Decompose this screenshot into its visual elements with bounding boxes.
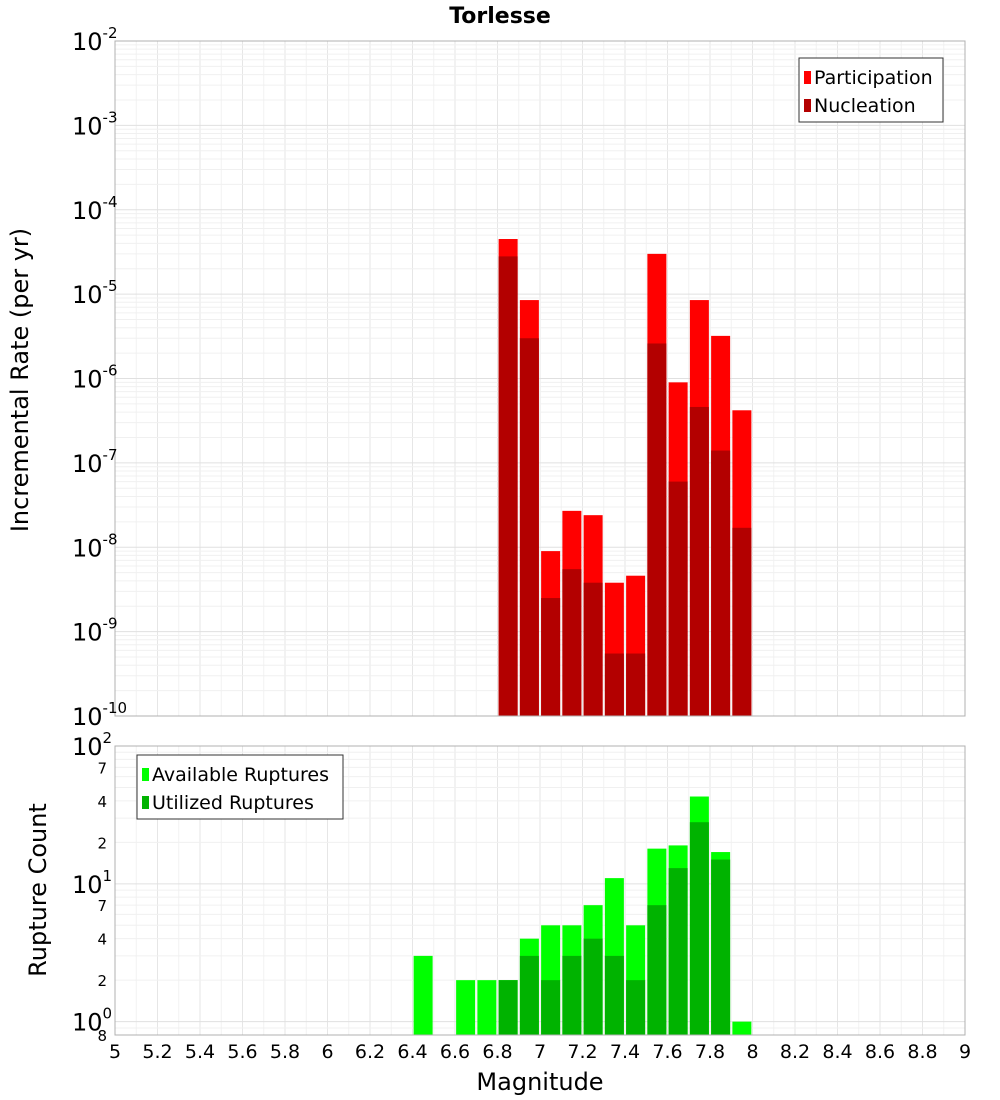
- top-y-tick-label: 10-10: [72, 699, 127, 731]
- top-y-tick-label: 10-4: [72, 193, 118, 225]
- x-tick-label: 6.2: [355, 1041, 385, 1063]
- x-tick-label: 6: [321, 1041, 333, 1063]
- bottom-y-tick-label: 4: [97, 931, 107, 949]
- top-y-tick-label: 10-2: [72, 24, 118, 56]
- x-tick-label: 7: [534, 1041, 546, 1063]
- bottom-bar-available-ruptures: [477, 980, 497, 1035]
- x-tick-label: 8: [746, 1041, 758, 1063]
- x-axis-label: Magnitude: [476, 1068, 603, 1096]
- top-bar-nucleation: [562, 569, 582, 716]
- bottom-plot-frame: [114, 745, 966, 1036]
- bottom-legend-box: [136, 754, 344, 820]
- bottom-y-tick-label: 101: [72, 867, 112, 899]
- top-bar-nucleation: [711, 450, 731, 716]
- x-tick-label: 5.2: [142, 1041, 172, 1063]
- bottom-bar-utilized-ruptures: [604, 955, 624, 1035]
- x-tick-label: 7.6: [652, 1041, 682, 1063]
- bottom-bar-utilized-ruptures: [498, 980, 518, 1035]
- top-y-tick-label: 10-7: [72, 446, 118, 478]
- bottom-bar-available-ruptures: [732, 1021, 752, 1035]
- bottom-bar-utilized-ruptures: [668, 868, 688, 1035]
- bottom-y-tick-label: 8: [97, 1027, 107, 1045]
- chart-title: Torlesse: [449, 4, 551, 29]
- bottom-bar-utilized-ruptures: [519, 955, 539, 1035]
- bottom-bar-utilized-ruptures: [583, 938, 603, 1035]
- x-tick-label: 8.2: [780, 1041, 810, 1063]
- top-y-tick-label: 10-9: [72, 615, 118, 647]
- top-bar-nucleation: [583, 582, 603, 716]
- bottom-bar-available-ruptures: [413, 955, 433, 1035]
- bottom-y-tick-label: 2: [97, 972, 107, 990]
- bottom-legend-swatch: [142, 768, 149, 781]
- bottom-y-tick-label: 2: [97, 834, 107, 852]
- top-y-tick-label: 10-6: [72, 362, 118, 394]
- x-tick-label: 5.4: [185, 1041, 215, 1063]
- bottom-y-tick-label: 102: [72, 729, 112, 761]
- top-bar-nucleation: [519, 338, 539, 716]
- top-plot-frame: [114, 40, 966, 717]
- x-tick-label: 5.8: [270, 1041, 300, 1063]
- x-tick-label: 8.4: [822, 1041, 852, 1063]
- top-legend-swatch: [804, 99, 811, 112]
- x-tick-label: 6.8: [482, 1041, 512, 1063]
- bottom-legend-label: Available Ruptures: [152, 764, 329, 786]
- top-bar-nucleation: [689, 406, 709, 716]
- x-tick-label: 6.4: [397, 1041, 427, 1063]
- top-legend-box: [798, 57, 944, 123]
- top-plot: Participation Nucleation 10-10 10-9 10-8 10-7…: [72, 24, 966, 731]
- x-tick-label: 7.2: [567, 1041, 597, 1063]
- bottom-bar-utilized-ruptures: [541, 980, 561, 1035]
- top-bar-nucleation: [668, 481, 688, 716]
- bottom-y-tick-label: 7: [97, 759, 107, 777]
- top-y-tick-label: 10-5: [72, 277, 118, 309]
- x-tick-label: 8.6: [865, 1041, 895, 1063]
- x-tick-label: 8.8: [907, 1041, 937, 1063]
- top-legend-swatch: [804, 71, 811, 84]
- top-bar-nucleation: [498, 256, 518, 716]
- bottom-bar-utilized-ruptures: [711, 859, 731, 1035]
- top-y-tick-label: 10-3: [72, 108, 118, 140]
- x-tick-label: 5.6: [227, 1041, 257, 1063]
- bottom-bar-utilized-ruptures: [647, 905, 667, 1035]
- x-tick-label: 7.8: [695, 1041, 725, 1063]
- top-bar-nucleation: [626, 653, 646, 716]
- top-legend-label: Nucleation: [814, 95, 916, 117]
- top-bar-nucleation: [604, 653, 624, 716]
- top-legend-label: Participation: [814, 67, 933, 89]
- bottom-y-tick-label: 7: [97, 897, 107, 915]
- bottom-bar-utilized-ruptures: [689, 822, 709, 1035]
- x-tick-label: 5: [109, 1041, 121, 1063]
- x-tick-label: 6.6: [440, 1041, 470, 1063]
- top-y-tick-label: 10-8: [72, 530, 118, 562]
- bottom-bar-available-ruptures: [456, 980, 476, 1035]
- top-bar-nucleation: [647, 343, 667, 716]
- bottom-y-tick-label: 4: [97, 793, 107, 811]
- top-bar-nucleation: [732, 527, 752, 716]
- x-tick-label: 7.4: [610, 1041, 640, 1063]
- top-bar-nucleation: [541, 598, 561, 716]
- bottom-y-axis-label: Rupture Count: [24, 803, 52, 977]
- bottom-bar-utilized-ruptures: [626, 980, 646, 1035]
- bottom-legend-label: Utilized Ruptures: [152, 792, 314, 814]
- bottom-legend-swatch: [142, 796, 149, 809]
- bottom-bar-utilized-ruptures: [562, 955, 582, 1035]
- top-y-axis-label: Incremental Rate (per yr): [6, 228, 34, 532]
- x-tick-label: 9: [959, 1041, 971, 1063]
